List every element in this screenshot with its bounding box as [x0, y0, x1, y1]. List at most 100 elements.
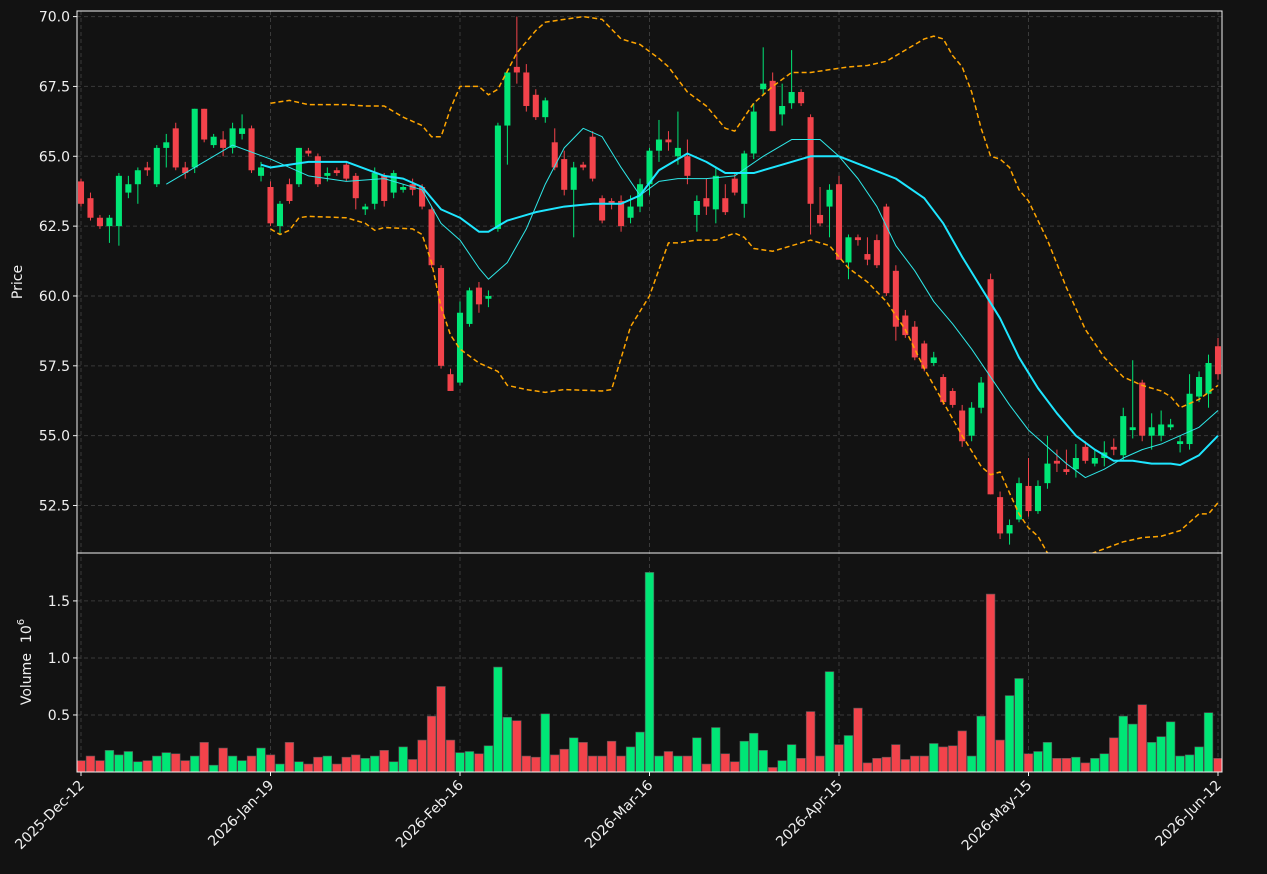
- candle-body: [1110, 446, 1117, 450]
- volume-bar: [398, 746, 408, 772]
- volume-bar: [1052, 758, 1062, 772]
- volume-bar: [1147, 742, 1157, 772]
- candle-body: [1044, 463, 1051, 484]
- candle-body: [1025, 485, 1032, 512]
- volume-bar: [208, 764, 219, 772]
- candle-body: [722, 198, 729, 213]
- candle-body: [892, 270, 899, 327]
- volume-bar: [1042, 742, 1053, 772]
- volume-bar: [133, 761, 143, 772]
- volume-bar: [256, 747, 266, 772]
- candle-body: [504, 72, 511, 126]
- candle-body: [873, 240, 880, 266]
- volume-bar: [275, 763, 285, 772]
- candle-body: [854, 237, 861, 241]
- y-tick-label: 60.0: [39, 289, 70, 305]
- volume-panel: [77, 572, 1222, 772]
- volume-bar: [768, 767, 778, 772]
- candle-body: [807, 117, 814, 204]
- candle-body: [779, 105, 786, 115]
- volume-bar: [426, 715, 437, 772]
- candle-body: [589, 136, 596, 179]
- candle-body: [390, 173, 397, 193]
- volume-bar: [1109, 737, 1119, 772]
- volume-bar: [815, 755, 825, 772]
- volume-bar: [180, 760, 190, 772]
- candle-body: [1006, 525, 1013, 534]
- candle-body: [959, 410, 966, 442]
- grid: [77, 11, 1222, 772]
- candle-body: [798, 92, 805, 104]
- y-tick-label: 52.5: [39, 499, 70, 515]
- candle-body: [324, 173, 331, 176]
- candle-body: [220, 139, 227, 148]
- volume-bar: [445, 739, 456, 772]
- volume-bar: [1061, 758, 1072, 772]
- volume-bar: [948, 745, 958, 772]
- candle-body: [1186, 393, 1193, 445]
- volume-bar: [1203, 712, 1214, 772]
- volume-bar: [1137, 704, 1147, 772]
- volume-bar: [265, 754, 276, 772]
- candle-body: [343, 164, 350, 179]
- candle-body: [191, 108, 198, 168]
- candle-body: [542, 100, 549, 118]
- volume-bar: [597, 755, 607, 772]
- indicator-line: [270, 215, 1219, 553]
- candle-body: [1015, 483, 1023, 520]
- volume-bar: [862, 762, 873, 772]
- volume-bar: [502, 716, 513, 772]
- candle-body: [248, 128, 255, 171]
- y-tick-label: 57.5: [39, 359, 70, 375]
- indicator-line: [270, 15, 1219, 409]
- candle-body: [144, 167, 151, 171]
- candle-body: [428, 209, 435, 266]
- volume-bar: [625, 746, 636, 772]
- volume-bar: [881, 756, 892, 772]
- volume-bar: [474, 753, 484, 772]
- volume-bar: [938, 746, 948, 772]
- volume-bar: [1128, 723, 1138, 772]
- candle-body: [978, 382, 985, 408]
- volume-bar: [303, 763, 314, 772]
- volume-bar: [654, 755, 664, 772]
- candle-body: [1148, 427, 1155, 436]
- volume-bar: [900, 759, 910, 772]
- candle-body: [267, 187, 274, 224]
- candle-body: [229, 128, 236, 148]
- candle-body: [760, 83, 767, 90]
- candle-body: [627, 206, 634, 218]
- y-tick-label: 0.5: [48, 708, 70, 724]
- candle-body: [940, 376, 947, 403]
- volume-bar: [436, 686, 446, 772]
- volume-bar: [77, 760, 86, 772]
- candle-body: [570, 167, 577, 190]
- volume-bar: [1118, 715, 1128, 772]
- volume-offset-base: 10: [19, 625, 35, 643]
- candle-body: [769, 80, 776, 132]
- volume-bar: [616, 755, 626, 772]
- volume-bar: [995, 739, 1005, 772]
- volume-bar: [455, 752, 465, 772]
- candle-body: [949, 390, 956, 405]
- candle-body: [599, 198, 606, 221]
- y-tick-label: 62.5: [39, 219, 70, 235]
- candle-body: [693, 200, 700, 215]
- volume-bar: [540, 713, 550, 772]
- volume-bar: [758, 750, 768, 772]
- volume-bar: [246, 755, 257, 772]
- volume-offset-exponent: 6: [16, 619, 27, 625]
- y-tick-label: 1.5: [48, 594, 70, 610]
- y-tick-label: 1.0: [48, 651, 70, 667]
- candle-body: [1082, 446, 1089, 461]
- indicator-line: [166, 127, 1219, 479]
- candle-body: [921, 343, 928, 369]
- volume-bar: [692, 737, 702, 772]
- volume-bar: [578, 742, 588, 772]
- candle-body: [314, 156, 321, 185]
- y-tick-label: 67.5: [39, 79, 70, 95]
- volume-bar: [682, 755, 693, 772]
- candle-body: [96, 217, 103, 227]
- volume-bar: [985, 593, 996, 772]
